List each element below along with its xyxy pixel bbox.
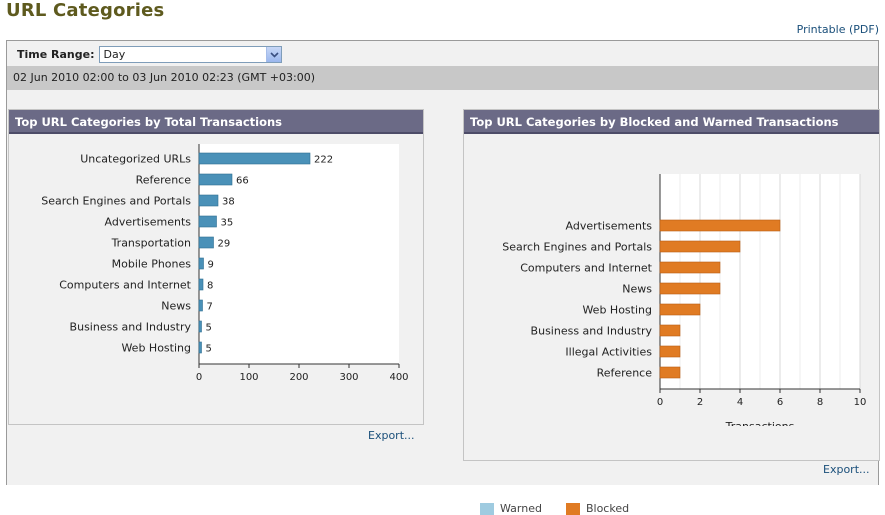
legend-swatch-blocked <box>565 502 580 515</box>
time-range-value: Day <box>103 48 126 61</box>
legend-label-blocked: Blocked <box>585 502 630 515</box>
data-label: 38 <box>222 197 235 208</box>
category-label: Illegal Activities <box>565 346 652 359</box>
x-tick-label: 400 <box>389 372 408 383</box>
x-tick-label: 6 <box>777 397 783 408</box>
legend-item-blocked: Blocked <box>565 502 630 515</box>
data-label: 8 <box>207 281 213 292</box>
bar-blocked <box>659 324 681 337</box>
category-label: Reference <box>597 367 653 380</box>
legend-label-warned: Warned <box>500 502 542 515</box>
bar <box>198 257 204 270</box>
bar <box>198 194 219 207</box>
bar-blocked <box>659 345 681 358</box>
bar <box>198 320 202 333</box>
category-label: News <box>161 300 191 313</box>
chart-legend: Warned Blocked <box>480 502 653 515</box>
bar <box>198 215 217 228</box>
bar-blocked <box>659 303 701 316</box>
date-range-bar: 02 Jun 2010 02:00 to 03 Jun 2010 02:23 (… <box>7 66 878 90</box>
category-label: Computers and Internet <box>520 262 652 275</box>
bar <box>198 236 214 249</box>
report-container: Time Range: Day 02 Jun 2010 02:00 to 03 … <box>6 40 880 515</box>
blocked-warned-panel: Top URL Categories by Blocked and Warned… <box>463 109 880 515</box>
category-label: Advertisements <box>105 216 192 229</box>
category-label: News <box>622 283 652 296</box>
category-label: Search Engines and Portals <box>41 195 191 208</box>
category-label: Web Hosting <box>582 304 652 317</box>
x-tick-label: 10 <box>854 397 867 408</box>
bar-blocked <box>659 261 721 274</box>
bar <box>198 278 204 291</box>
export-blocked-link[interactable]: Export... <box>823 463 870 476</box>
category-label: Transportation <box>111 237 191 250</box>
plot-area <box>199 144 399 364</box>
category-label: Mobile Phones <box>112 258 192 271</box>
bar-blocked <box>659 282 721 295</box>
bar-blocked <box>659 240 741 253</box>
x-tick-label: 2 <box>697 397 703 408</box>
bar <box>198 152 311 165</box>
x-tick-label: 100 <box>239 372 258 383</box>
blocked-warned-chart: 0 2 4 6 8 10 Transactions Advertisements Search … <box>502 174 867 426</box>
data-label: 66 <box>236 176 249 187</box>
total-transactions-chart: 0 100 200 300 400 Transactions Uncategorized U… <box>41 144 409 396</box>
bar <box>198 341 202 354</box>
blocked-warned-title: Top URL Categories by Blocked and Warned… <box>464 110 879 134</box>
category-label: Business and Industry <box>531 325 653 338</box>
category-label: Advertisements <box>566 220 653 233</box>
category-label: Web Hosting <box>121 342 191 355</box>
x-tick-label: 0 <box>657 397 663 408</box>
x-tick-label: 0 <box>196 372 202 383</box>
legend-item-warned: Warned <box>480 502 542 515</box>
data-label: 5 <box>206 323 212 334</box>
category-label: Computers and Internet <box>59 279 191 292</box>
bar <box>198 299 203 312</box>
data-label: 5 <box>206 344 212 355</box>
time-range-control: Time Range: Day <box>17 46 283 63</box>
total-transactions-panel: Top URL Categories by Total Transactions… <box>8 109 424 425</box>
data-label: 35 <box>221 218 234 229</box>
bar <box>198 173 233 186</box>
data-label: 29 <box>218 239 231 250</box>
data-label: 9 <box>208 260 214 271</box>
chevron-down-icon[interactable] <box>266 47 282 62</box>
x-tick-label: 200 <box>289 372 308 383</box>
legend-swatch-warned <box>480 502 494 515</box>
data-label: 7 <box>207 302 213 313</box>
x-tick-label: 8 <box>817 397 823 408</box>
category-label: Uncategorized URLs <box>80 153 191 166</box>
x-tick-label: 300 <box>339 372 358 383</box>
total-transactions-title: Top URL Categories by Total Transactions <box>9 110 423 134</box>
time-range-select[interactable]: Day <box>99 46 283 63</box>
bar-blocked <box>659 219 781 232</box>
data-label: 222 <box>314 155 333 166</box>
x-axis-label: Transactions <box>725 420 795 426</box>
x-tick-label: 4 <box>737 397 743 408</box>
page-title: URL Categories <box>6 0 165 21</box>
category-label: Reference <box>136 174 192 187</box>
category-label: Search Engines and Portals <box>502 241 652 254</box>
printable-pdf-link[interactable]: Printable (PDF) <box>796 23 879 36</box>
time-range-label: Time Range: <box>17 48 95 61</box>
category-label: Business and Industry <box>70 321 192 334</box>
bar-blocked <box>659 366 681 379</box>
export-total-link[interactable]: Export... <box>368 429 415 442</box>
x-axis-label: Transactions <box>264 395 334 396</box>
